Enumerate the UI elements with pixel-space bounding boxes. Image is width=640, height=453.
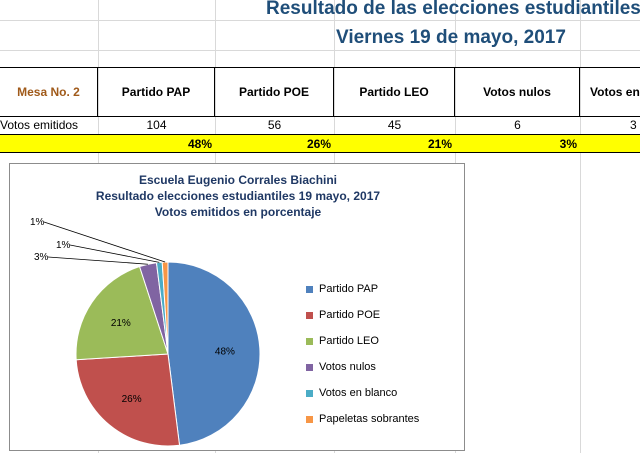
row-label[interactable]: Votos emitidos	[0, 118, 79, 132]
legend-label: Votos en blanco	[319, 387, 398, 399]
chart-title-line-1: Escuela Eugenio Corrales Biachini	[138, 173, 338, 187]
percent-leo[interactable]: 21%	[427, 136, 452, 151]
legend-label: Partido POE	[319, 309, 381, 321]
pie-chart[interactable]: Escuela Eugenio Corrales Biachini Result…	[9, 163, 465, 451]
legend-label: Partido PAP	[319, 283, 379, 295]
sheet-date: Viernes 19 de mayo, 2017	[336, 27, 566, 48]
percent-row: 48% 26% 21% 3%	[0, 134, 640, 153]
pie-label-partido-poe: 26%	[122, 394, 142, 405]
pie-label-votos-nulos: 3%	[34, 252, 49, 263]
pie-leader-line	[43, 221, 166, 263]
legend-label: Papeletas sobrantes	[319, 413, 420, 425]
header-partido-leo[interactable]: Partido LEO	[334, 68, 455, 116]
legend-label: Votos nulos	[319, 361, 376, 373]
pie-label-votos-en-blanco: 1%	[56, 240, 71, 251]
pie-leader-line	[69, 244, 160, 263]
pie-label-partido-leo: 21%	[111, 318, 131, 329]
header-row: Mesa No. 2 Partido PAP Partido POE Parti…	[0, 67, 640, 117]
legend-swatch	[306, 415, 313, 423]
header-mesa[interactable]: Mesa No. 2	[0, 68, 98, 116]
votes-leo[interactable]: 45	[387, 118, 402, 132]
pie-slice-partido-poe[interactable]	[75, 353, 181, 447]
votes-nulos[interactable]: 6	[514, 118, 521, 132]
header-partido-poe[interactable]: Partido POE	[215, 68, 334, 116]
pie-slice-partido-pap[interactable]	[167, 261, 261, 446]
legend-swatch	[306, 337, 313, 345]
legend-swatch	[306, 311, 313, 319]
legend-label: Partido LEO	[319, 335, 379, 347]
legend-swatch	[306, 285, 313, 293]
legend-swatch	[306, 363, 313, 371]
pie-label-papeletas-sobrantes: 1%	[30, 217, 45, 228]
percent-nulos[interactable]: 3%	[559, 136, 577, 151]
votes-blanco[interactable]: 3	[630, 118, 637, 132]
legend-swatch	[306, 389, 313, 397]
legend-item-partido-leo[interactable]: Partido LEO	[306, 334, 379, 348]
legend-item-partido-poe[interactable]: Partido POE	[306, 308, 380, 322]
pie-slice-partido-leo[interactable]	[75, 265, 169, 361]
pie-plot: 48% 26% 21% 3% 1% 1%	[30, 217, 261, 447]
pie-leader-line	[47, 256, 148, 265]
legend-item-partido-pap[interactable]: Partido PAP	[306, 282, 378, 296]
percent-pap[interactable]: 48%	[187, 136, 212, 151]
legend-item-votos-en-blanco[interactable]: Votos en blanco	[306, 386, 397, 400]
legend-item-votos-nulos[interactable]: Votos nulos	[306, 360, 376, 374]
header-votos-nulos[interactable]: Votos nulos	[455, 68, 580, 116]
votes-pap[interactable]: 104	[146, 118, 167, 132]
chart-title-line-2: Resultado elecciones estudiantiles 19 ma…	[95, 189, 381, 203]
pie-label-partido-pap: 48%	[215, 346, 235, 357]
legend-item-papeletas-sobrantes[interactable]: Papeletas sobrantes	[306, 412, 419, 426]
votos-emitidos-row: Votos emitidos 104 56 45 6 3	[0, 116, 640, 134]
chart-title-line-3: Votos emitidos en porcentaje	[154, 205, 322, 219]
sheet-title: Resultado de las elecciones estudiantile…	[266, 0, 640, 19]
percent-poe[interactable]: 26%	[306, 136, 331, 151]
header-votos-en-blanco[interactable]: Votos en	[590, 85, 640, 99]
header-partido-pap[interactable]: Partido PAP	[98, 68, 215, 116]
votes-poe[interactable]: 56	[267, 118, 282, 132]
